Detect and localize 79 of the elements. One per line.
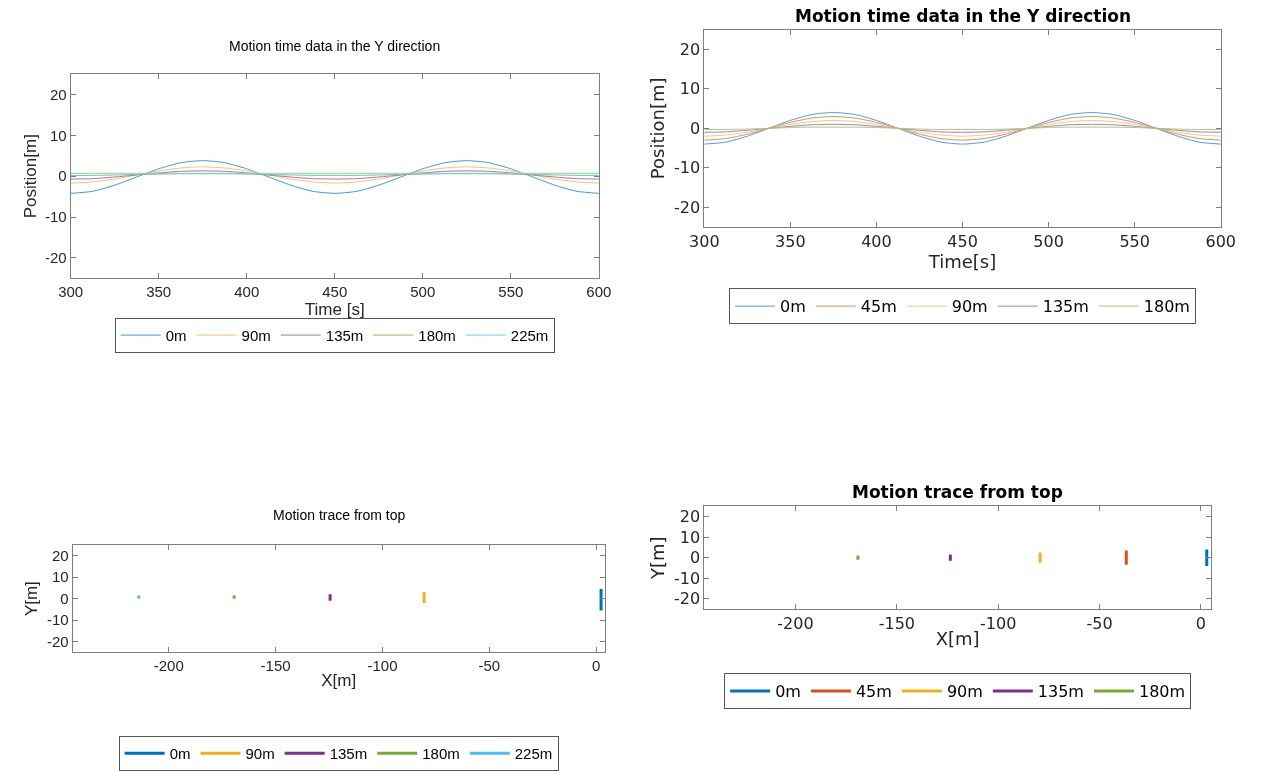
x-tick-label: 350 xyxy=(775,232,806,252)
legend-label: 0m xyxy=(165,326,187,344)
legend-label: 225m xyxy=(514,745,553,763)
x-tick-label: 550 xyxy=(498,283,524,301)
chart-title: Motion time data in the Y direction xyxy=(795,6,1131,26)
y-tick-label: 20 xyxy=(679,39,701,59)
y-tick-label: 0 xyxy=(58,167,67,185)
legend-label: 135m xyxy=(329,745,368,763)
y-tick-label: 10 xyxy=(679,79,701,99)
y-axis-title: Position[m] xyxy=(647,77,669,180)
x-tick-label: 400 xyxy=(234,283,260,301)
legend-label: 0m xyxy=(169,745,191,763)
line-series xyxy=(70,166,599,184)
x-tick-label: 300 xyxy=(58,283,84,301)
legend-label: 90m xyxy=(946,682,983,702)
legend-label: 225m xyxy=(510,326,549,344)
legend-label: 90m xyxy=(241,326,271,344)
x-tick-label: 400 xyxy=(861,232,892,252)
x-tick-label: -100 xyxy=(980,614,1017,634)
legend-label: 135m xyxy=(1042,297,1089,317)
y-tick-label: 10 xyxy=(679,527,701,547)
x-tick-label: 450 xyxy=(322,283,348,301)
x-tick-label: -50 xyxy=(1086,614,1113,634)
y-tick-label: -20 xyxy=(44,249,67,267)
x-axis-title: Time [s] xyxy=(304,300,365,320)
legend-label: 45m xyxy=(855,682,892,702)
y-tick-label: 20 xyxy=(679,507,701,527)
y-tick-label: -20 xyxy=(673,589,701,609)
x-axis-title: X[m] xyxy=(935,628,980,650)
legend-label: 0m xyxy=(775,682,801,702)
y-tick-label: 10 xyxy=(51,568,69,586)
legend-label: 0m xyxy=(780,297,806,317)
legend-label: 90m xyxy=(245,745,275,763)
legend-label: 45m xyxy=(860,297,897,317)
x-axis-title: X[m] xyxy=(321,670,357,690)
legend-label: 90m xyxy=(951,297,988,317)
chart-title: Motion trace from top xyxy=(273,507,406,523)
x-tick-label: 500 xyxy=(410,283,436,301)
x-axis-title: Time[s] xyxy=(927,251,997,273)
line-series xyxy=(70,170,599,180)
x-tick-label: -50 xyxy=(478,657,501,675)
y-tick-label: -10 xyxy=(673,158,701,178)
x-tick-label: 500 xyxy=(1033,232,1064,252)
y-tick-label: -20 xyxy=(673,197,701,217)
legend-label: 180m xyxy=(1138,682,1186,702)
legend-label: 135m xyxy=(1037,682,1084,702)
y-tick-label: -10 xyxy=(44,208,67,226)
y-tick-label: -10 xyxy=(46,611,69,629)
x-tick-label: 450 xyxy=(947,232,978,252)
chart-title: Motion time data in the Y direction xyxy=(229,38,441,54)
y-tick-label: 0 xyxy=(60,589,69,607)
y-tick-label: 10 xyxy=(49,126,67,144)
x-tick-label: 600 xyxy=(1205,232,1237,252)
y-tick-label: 0 xyxy=(689,548,701,568)
chart-title: Motion trace from top xyxy=(852,482,1063,502)
y-axis-title: Position[m] xyxy=(20,134,40,219)
y-tick-label: 0 xyxy=(689,118,701,138)
x-tick-label: -150 xyxy=(260,657,291,675)
x-tick-label: -100 xyxy=(367,657,398,675)
legend-label: 180m xyxy=(418,326,456,344)
x-tick-label: 350 xyxy=(146,283,172,301)
x-tick-label: 0 xyxy=(1195,614,1206,634)
x-tick-label: -150 xyxy=(878,614,915,634)
y-tick-label: 20 xyxy=(51,546,69,564)
legend-label: 180m xyxy=(1143,297,1190,317)
x-tick-label: 300 xyxy=(689,232,720,252)
legend-label: 180m xyxy=(422,745,460,763)
y-axis-title: Y[m] xyxy=(647,536,669,580)
x-tick-label: 550 xyxy=(1119,232,1150,252)
x-tick-label: -200 xyxy=(777,614,814,634)
legend-label: 135m xyxy=(325,326,364,344)
x-tick-label: 600 xyxy=(586,283,612,301)
x-tick-label: -200 xyxy=(153,657,184,675)
line-series xyxy=(70,160,599,194)
y-tick-label: -10 xyxy=(673,568,701,588)
x-tick-label: 0 xyxy=(591,657,601,675)
y-tick-label: 20 xyxy=(49,85,67,103)
y-axis-title: Y[m] xyxy=(22,581,42,617)
y-tick-label: -20 xyxy=(46,632,69,650)
